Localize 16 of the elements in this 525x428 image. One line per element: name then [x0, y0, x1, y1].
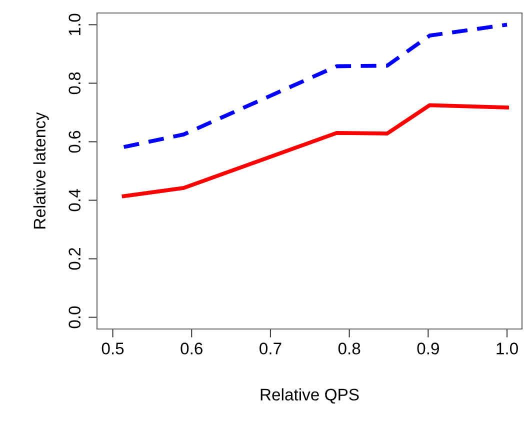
y-tick-label: 0.0 — [68, 306, 81, 328]
x-tick-label: 0.7 — [260, 342, 282, 354]
x-axis-title: Relative QPS — [260, 388, 359, 404]
x-tick-label: 0.8 — [338, 342, 360, 354]
y-tick-label: 1.0 — [68, 14, 81, 36]
x-tick-label: 0.6 — [180, 342, 202, 354]
line-series — [122, 22, 509, 149]
y-tick-label: 0.2 — [68, 248, 81, 270]
line-series — [122, 103, 509, 198]
y-axis-title: Relative latency — [33, 112, 49, 228]
y-tick-label: 0.6 — [68, 130, 81, 153]
y-tick-label: 0.4 — [68, 189, 81, 212]
y-tick-label: 0.8 — [68, 72, 81, 94]
x-tick-label: 0.9 — [417, 342, 439, 354]
x-tick-label: 0.5 — [102, 342, 124, 354]
x-tick-label: 1.0 — [496, 342, 518, 354]
